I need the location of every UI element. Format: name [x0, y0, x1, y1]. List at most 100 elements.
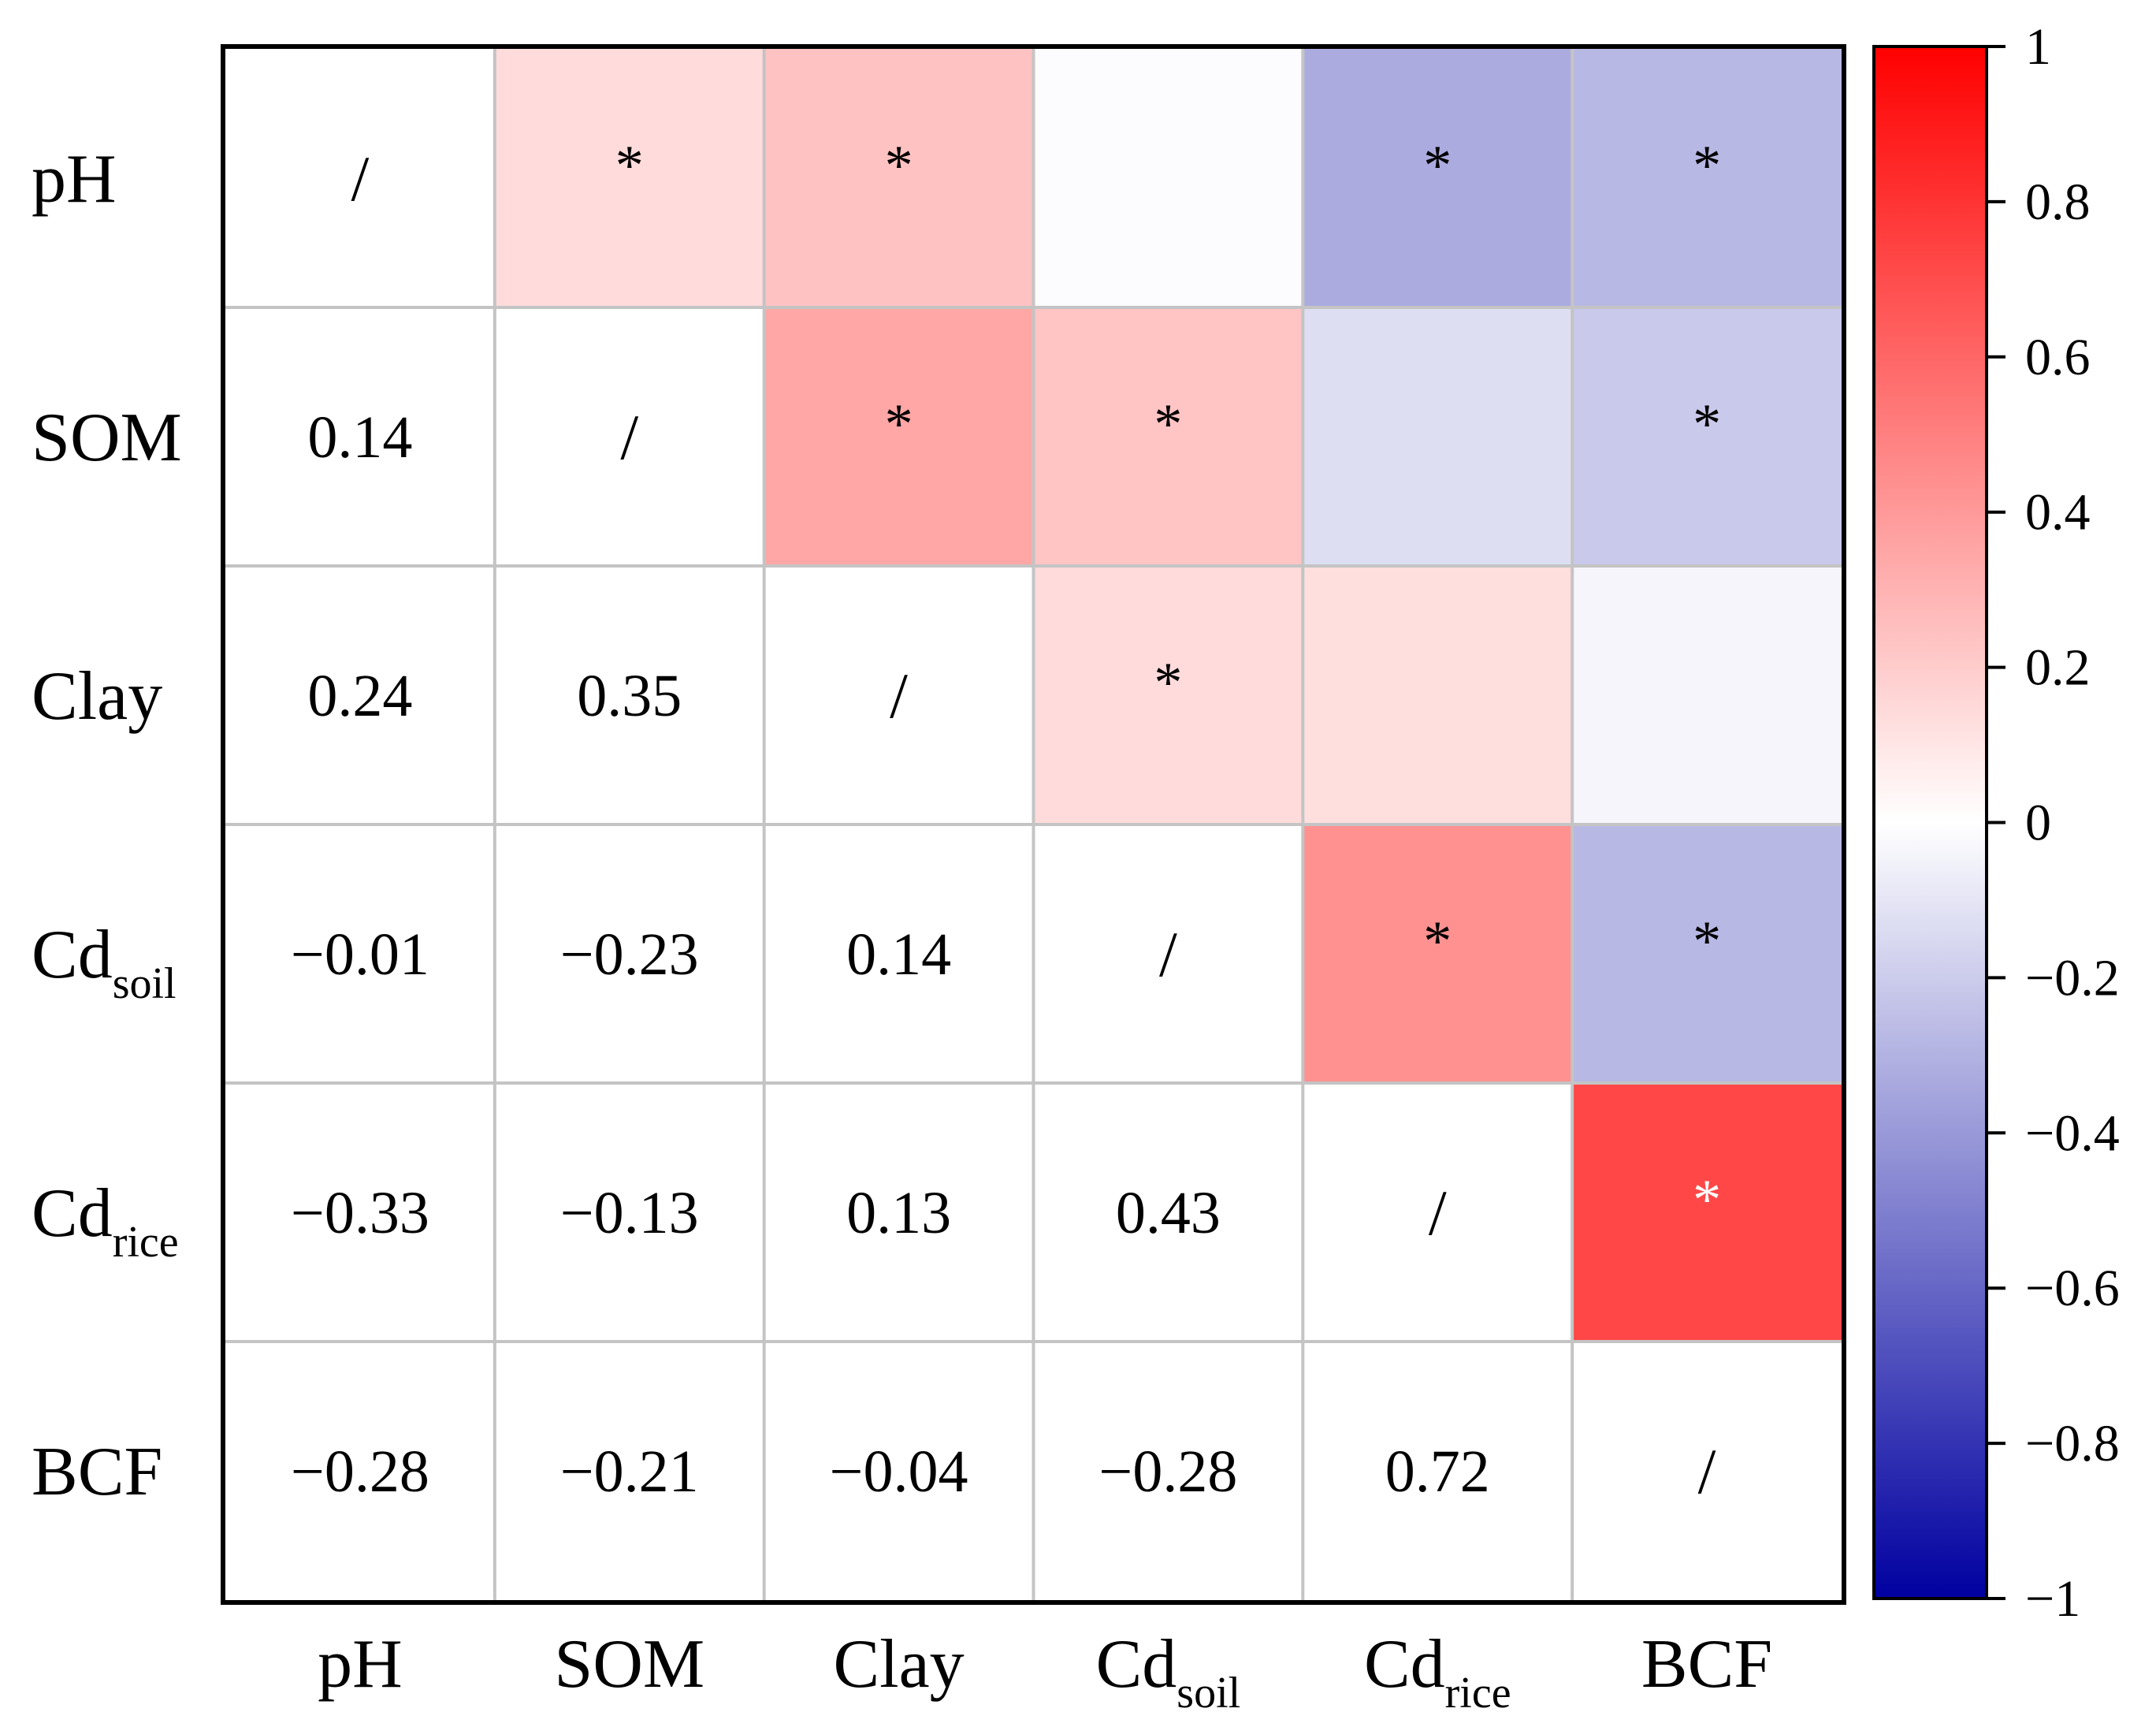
significance-star: * — [1693, 910, 1721, 973]
colorbar-tick-label: −1 — [2025, 1570, 2080, 1628]
colorbar-tick-label: 0.2 — [2025, 639, 2091, 697]
diagonal-mark: / — [620, 401, 638, 473]
significance-star: * — [885, 393, 913, 456]
colorbar-tick-label: −0.6 — [2025, 1260, 2120, 1317]
row-label: Clay — [32, 658, 162, 735]
diagonal-mark: / — [351, 143, 370, 214]
column-label: Cdsoil — [1096, 1626, 1241, 1718]
correlation-value: −0.13 — [560, 1180, 699, 1246]
cell-3-0 — [225, 824, 495, 1083]
cell-2-0 — [225, 566, 495, 824]
cell-1-0 — [225, 307, 495, 566]
cell-1-5 — [1572, 307, 1842, 566]
correlation-value: −0.28 — [1098, 1439, 1237, 1505]
significance-star: * — [1693, 134, 1721, 197]
column-label: pH — [318, 1626, 403, 1703]
cell-3-2 — [764, 824, 1034, 1083]
diagonal-mark: / — [1429, 1177, 1447, 1249]
row-label: Cdrice — [32, 1175, 179, 1267]
cell-0-0 — [225, 49, 495, 307]
cell-5-4 — [1303, 1342, 1573, 1600]
significance-star: * — [1693, 393, 1721, 456]
significance-star: * — [615, 134, 644, 197]
cell-4-4 — [1303, 1083, 1573, 1342]
colorbar-gradient — [1874, 47, 1987, 1599]
correlation-value: 0.14 — [846, 921, 951, 988]
cell-2-3 — [1033, 566, 1303, 824]
correlation-value: 0.43 — [1116, 1180, 1221, 1246]
cell-4-2 — [764, 1083, 1034, 1342]
correlation-value: 0.14 — [307, 404, 412, 471]
column-label: Cdrice — [1364, 1626, 1511, 1718]
cell-1-1 — [494, 307, 764, 566]
cell-1-2 — [764, 307, 1034, 566]
significance-star: * — [885, 134, 913, 197]
cell-3-3 — [1033, 824, 1303, 1083]
cell-3-4 — [1303, 824, 1573, 1083]
cell-2-5 — [1572, 566, 1842, 824]
colorbar-tick-label: −0.8 — [2025, 1415, 2120, 1472]
diagonal-mark: / — [1159, 918, 1177, 990]
significance-star: * — [1423, 134, 1452, 197]
cell-3-1 — [494, 824, 764, 1083]
correlation-value: 0.72 — [1385, 1439, 1490, 1505]
cell-2-2 — [764, 566, 1034, 824]
cell-0-3 — [1033, 49, 1303, 307]
cell-5-5 — [1572, 1342, 1842, 1600]
heatmap-cells — [225, 49, 1842, 1600]
column-labels: pH SOM Clay Cdsoil Cdrice BCF — [318, 1626, 1772, 1718]
correlation-value: 0.35 — [577, 663, 682, 729]
correlation-value: −0.04 — [830, 1439, 968, 1505]
cell-5-0 — [225, 1342, 495, 1600]
correlation-value: −0.23 — [560, 921, 699, 988]
colorbar-tick-label: 0 — [2025, 795, 2051, 852]
significance-star: * — [1154, 651, 1182, 714]
correlation-value: 0.24 — [307, 663, 412, 729]
cell-4-5 — [1572, 1083, 1842, 1342]
colorbar-tick-label: 1 — [2025, 18, 2051, 76]
column-label: SOM — [554, 1626, 704, 1703]
colorbar: 1 0.8 0.6 0.4 0.2 0 −0.2 −0.4 −0.6 −0.8 −1 — [1872, 18, 2120, 1628]
colorbar-tick-label: −0.2 — [2025, 949, 2120, 1007]
row-labels: pH SOM Clay Cdsoil Cdrice BCF — [32, 141, 182, 1510]
colorbar-tick-label: −0.4 — [2025, 1104, 2120, 1162]
cell-5-3 — [1033, 1342, 1303, 1600]
correlation-value: −0.33 — [291, 1180, 429, 1246]
column-label: Clay — [833, 1626, 964, 1703]
heatmap-grid — [225, 49, 1842, 1600]
correlation-value: −0.01 — [291, 921, 429, 988]
correlation-value: −0.21 — [560, 1439, 699, 1505]
cell-0-5 — [1572, 49, 1842, 307]
cell-0-4 — [1303, 49, 1573, 307]
diagonal-mark: / — [1698, 1435, 1716, 1507]
row-label: Cdsoil — [32, 917, 177, 1008]
significance-star: * — [1154, 393, 1182, 456]
cell-3-5 — [1572, 824, 1842, 1083]
diagonal-mark: / — [890, 660, 908, 731]
cell-4-0 — [225, 1083, 495, 1342]
column-label: BCF — [1641, 1626, 1772, 1703]
cell-5-2 — [764, 1342, 1034, 1600]
row-label: SOM — [32, 400, 182, 476]
cell-2-4 — [1303, 566, 1573, 824]
cell-0-1 — [494, 49, 764, 307]
cell-1-4 — [1303, 307, 1573, 566]
cell-2-1 — [494, 566, 764, 824]
cell-4-3 — [1033, 1083, 1303, 1342]
row-label: pH — [32, 141, 117, 218]
colorbar-tick-label: 0.4 — [2025, 484, 2091, 542]
cell-4-1 — [494, 1083, 764, 1342]
cell-0-2 — [764, 49, 1034, 307]
heatmap-frame — [221, 44, 1846, 1605]
colorbar-tick-label: 0.8 — [2025, 173, 2091, 231]
cell-5-1 — [494, 1342, 764, 1600]
significance-star: * — [1693, 1168, 1721, 1231]
significance-star: * — [1423, 910, 1452, 973]
correlation-value: 0.13 — [846, 1180, 951, 1246]
heatmap-cell-labels: / * * * * 0.14 / * * * 0.24 0.35 / * −0.01 −0.23 0.14 / * *… — [291, 134, 1721, 1507]
colorbar-tick-label: 0.6 — [2025, 329, 2091, 386]
correlation-value: −0.28 — [291, 1439, 429, 1505]
row-label: BCF — [32, 1434, 162, 1510]
cell-1-3 — [1033, 307, 1303, 566]
